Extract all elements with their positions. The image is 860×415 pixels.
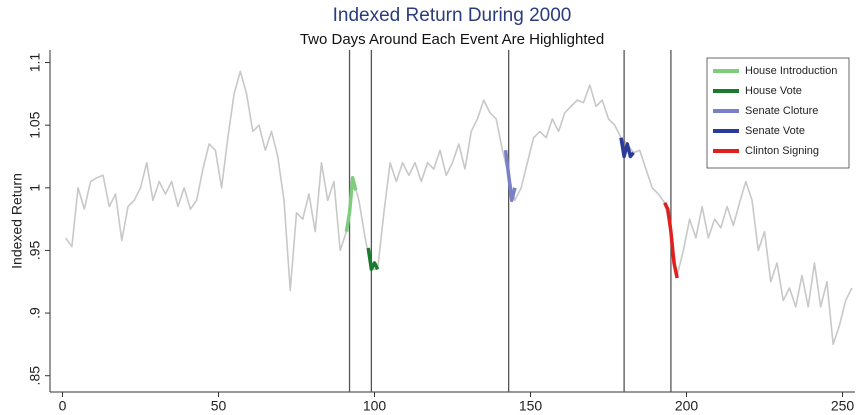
legend-label: House Introduction: [745, 65, 837, 77]
legend-label: House Vote: [745, 85, 802, 97]
event-line-segment: [619, 137, 635, 159]
legend-label: Senate Vote: [745, 125, 805, 137]
event-line-segment: [503, 150, 517, 203]
y-tick-label: 1.1: [27, 53, 43, 73]
chart-title: Indexed Return During 2000: [333, 5, 572, 26]
event-line-segment: [663, 202, 679, 279]
y-tick-label: .85: [27, 366, 43, 386]
y-tick-label: .95: [27, 240, 43, 260]
x-tick-label: 150: [519, 398, 543, 414]
legend-label: Senate Cloture: [745, 105, 818, 117]
y-tick-label: 1.05: [27, 111, 43, 138]
event-line-segment: [366, 247, 380, 271]
base-line: [64, 70, 853, 346]
x-tick-label: 200: [675, 398, 699, 414]
event-line-segment: [344, 176, 358, 232]
y-axis-label: Indexed Return: [9, 173, 25, 269]
x-tick-label: 250: [831, 398, 855, 414]
chart-subtitle: Two Days Around Each Event Are Highlight…: [300, 31, 604, 48]
y-tick-label: .9: [27, 307, 43, 319]
x-tick-label: 100: [363, 398, 387, 414]
x-tick-label: 50: [211, 398, 227, 414]
x-tick-label: 0: [59, 398, 67, 414]
y-tick-label: 1: [27, 184, 43, 192]
legend-label: Clinton Signing: [745, 145, 819, 157]
